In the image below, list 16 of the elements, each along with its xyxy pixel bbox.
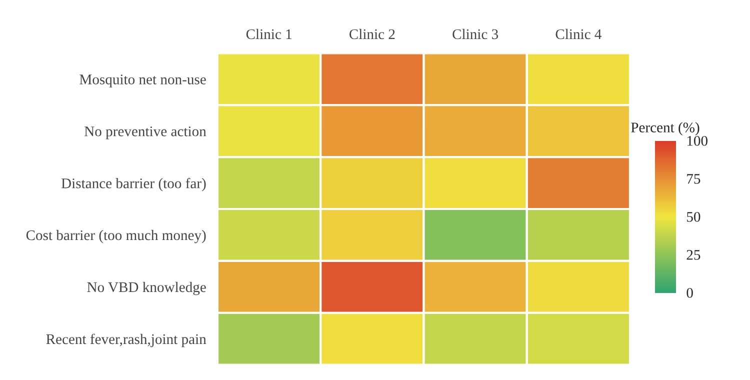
y-tick-label: Distance barrier (too far) [61, 178, 206, 192]
x-tick-label: Clinic 4 [556, 28, 602, 40]
color-bar-label: 75 [687, 174, 700, 184]
y-tick-label: Cost barrier (too much money) [26, 230, 206, 244]
y-tick-label: Mosquito net non-use [80, 74, 206, 88]
x-tick-label: Clinic 1 [246, 28, 292, 40]
y-tick-label: Recent fever,rash,joint pain [46, 334, 206, 348]
color-bar-label: 0 [686, 288, 693, 298]
x-tick-label: Clinic 3 [452, 28, 498, 40]
y-tick-label: No preventive action [84, 126, 206, 140]
color-bar-title: Percent (%) [631, 122, 700, 136]
x-tick-label: Clinic 2 [349, 28, 395, 40]
y-tick-label: No VBD knowledge [87, 282, 206, 296]
color-bar-label: 100 [687, 136, 708, 146]
color-bar-label: 25 [686, 250, 700, 260]
color-bar-label: 50 [687, 212, 700, 222]
